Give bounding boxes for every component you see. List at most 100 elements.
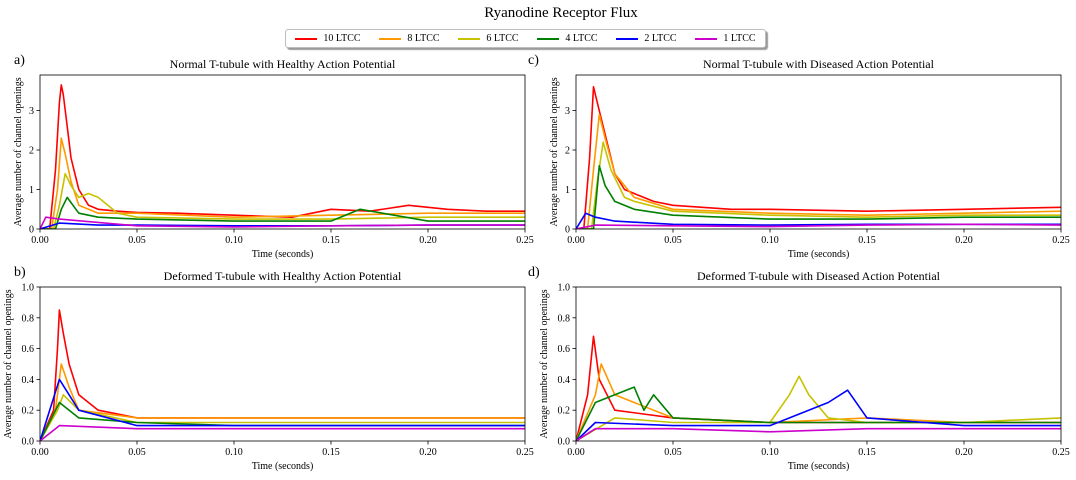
panel-label: b)	[14, 265, 26, 280]
x-tick-label: 0.10	[761, 447, 779, 458]
series-line	[40, 172, 525, 229]
x-tick-label: 0.25	[516, 447, 534, 458]
y-tick-label: 0	[29, 225, 34, 236]
y-tick-label: 3	[29, 106, 34, 117]
legend-item: 4 LTCC	[537, 33, 598, 44]
x-tick-label: 0.25	[1052, 447, 1070, 458]
legend-item: 2 LTCC	[616, 33, 677, 44]
y-tick-label: 0.0	[22, 437, 35, 448]
series-line	[576, 389, 1061, 441]
y-tick-label: 0	[565, 225, 570, 236]
legend-swatch	[295, 37, 318, 40]
legend-label: 2 LTCC	[644, 33, 677, 44]
series-line	[576, 113, 1061, 229]
x-tick-label: 0.10	[761, 235, 779, 246]
series-line	[576, 223, 1061, 229]
x-tick-label: 0.05	[664, 235, 682, 246]
y-tick-label: 2	[29, 146, 34, 157]
plot-title: Normal T-tubule with Healthy Action Pote…	[170, 57, 396, 71]
y-tick-label: 0.6	[22, 344, 35, 355]
plot-title: Deformed T-tubule with Healthy Action Po…	[164, 269, 402, 283]
x-tick-label: 0.20	[955, 447, 973, 458]
x-tick-label: 0.20	[419, 235, 437, 246]
series-group	[40, 84, 525, 229]
y-tick-label: 0.8	[558, 313, 571, 324]
legend-swatch	[695, 37, 718, 40]
y-tick-label: 0.6	[558, 344, 571, 355]
x-tick-label: 0.20	[419, 447, 437, 458]
panel-label: c)	[528, 53, 539, 68]
y-tick-label: 0.4	[22, 375, 35, 386]
series-line	[576, 427, 1061, 441]
series-line	[40, 137, 525, 229]
legend-item: 10 LTCC	[295, 33, 361, 44]
legend-item: 8 LTCC	[379, 33, 440, 44]
y-tick-label: 0.8	[22, 313, 35, 324]
panel: d) Deformed T-tubule with Diseased Action…	[528, 265, 1070, 472]
x-tick-label: 0.00	[31, 447, 49, 458]
panel-label: d)	[528, 265, 540, 280]
y-tick-label: 0.2	[558, 406, 571, 417]
panel: b) Deformed T-tubule with Healthy Action …	[3, 265, 534, 472]
plot-frame	[39, 286, 526, 442]
x-tick-label: 0.20	[955, 235, 973, 246]
plot-title: Deformed T-tubule with Diseased Action P…	[697, 269, 941, 283]
plot-title: Normal T-tubule with Diseased Action Pot…	[703, 57, 935, 71]
legend-swatch	[616, 37, 639, 40]
x-tick-label: 0.15	[322, 447, 340, 458]
legend: 10 LTCC 8 LTCC 6 LTCC 4 LTCC 2 LTCC 1 LTCC	[285, 29, 766, 48]
series-line	[40, 424, 525, 441]
legend-swatch	[537, 37, 560, 40]
y-tick-label: 1.0	[22, 283, 35, 294]
series-group	[40, 309, 525, 441]
x-tick-label: 0.05	[664, 447, 682, 458]
x-tick-label: 0.25	[1052, 235, 1070, 246]
y-axis-label: Average number of channel openings	[3, 289, 14, 438]
legend-swatch	[379, 37, 402, 40]
y-tick-label: 1	[565, 185, 570, 196]
x-tick-label: 0.00	[567, 235, 585, 246]
plot-frame	[39, 74, 526, 230]
y-tick-label: 0.2	[22, 406, 35, 417]
x-tick-label: 0.05	[128, 447, 146, 458]
x-tick-label: 0.25	[516, 235, 534, 246]
y-tick-label: 0.0	[558, 437, 571, 448]
series-line	[576, 86, 1061, 229]
x-axis-label: Time (seconds)	[788, 249, 850, 260]
x-tick-label: 0.15	[858, 235, 876, 246]
x-tick-label: 0.10	[225, 235, 243, 246]
y-tick-label: 2	[565, 146, 570, 157]
series-line	[576, 386, 1061, 441]
legend-label: 6 LTCC	[486, 33, 519, 44]
series-group	[576, 86, 1061, 229]
y-tick-label: 1.0	[558, 283, 571, 294]
y-axis-label: Average number of channel openings	[539, 289, 550, 438]
series-group	[576, 335, 1061, 441]
panel: c) Normal T-tubule with Diseased Action P…	[528, 53, 1070, 260]
y-tick-label: 0.4	[558, 375, 571, 386]
x-axis-label: Time (seconds)	[252, 461, 314, 472]
y-tick-label: 3	[565, 106, 570, 117]
panel-label: a)	[14, 53, 25, 68]
series-line	[40, 84, 525, 229]
legend-label: 4 LTCC	[565, 33, 598, 44]
x-axis-label: Time (seconds)	[252, 249, 314, 260]
x-tick-label: 0.15	[322, 235, 340, 246]
legend-label: 10 LTCC	[323, 33, 361, 44]
x-tick-label: 0.00	[567, 447, 585, 458]
legend-label: 1 LTCC	[723, 33, 756, 44]
plot-frame	[575, 74, 1062, 230]
x-axis-label: Time (seconds)	[788, 461, 850, 472]
series-line	[40, 378, 525, 441]
series-line	[40, 216, 525, 229]
y-tick-label: 1	[29, 185, 34, 196]
legend-swatch	[458, 37, 481, 40]
legend-item: 6 LTCC	[458, 33, 519, 44]
legend-item: 1 LTCC	[695, 33, 756, 44]
series-line	[40, 363, 525, 441]
x-tick-label: 0.05	[128, 235, 146, 246]
series-line	[576, 165, 1061, 229]
y-axis-label: Average number of channel openings	[13, 77, 24, 226]
x-tick-label: 0.10	[225, 447, 243, 458]
series-line	[40, 196, 525, 229]
